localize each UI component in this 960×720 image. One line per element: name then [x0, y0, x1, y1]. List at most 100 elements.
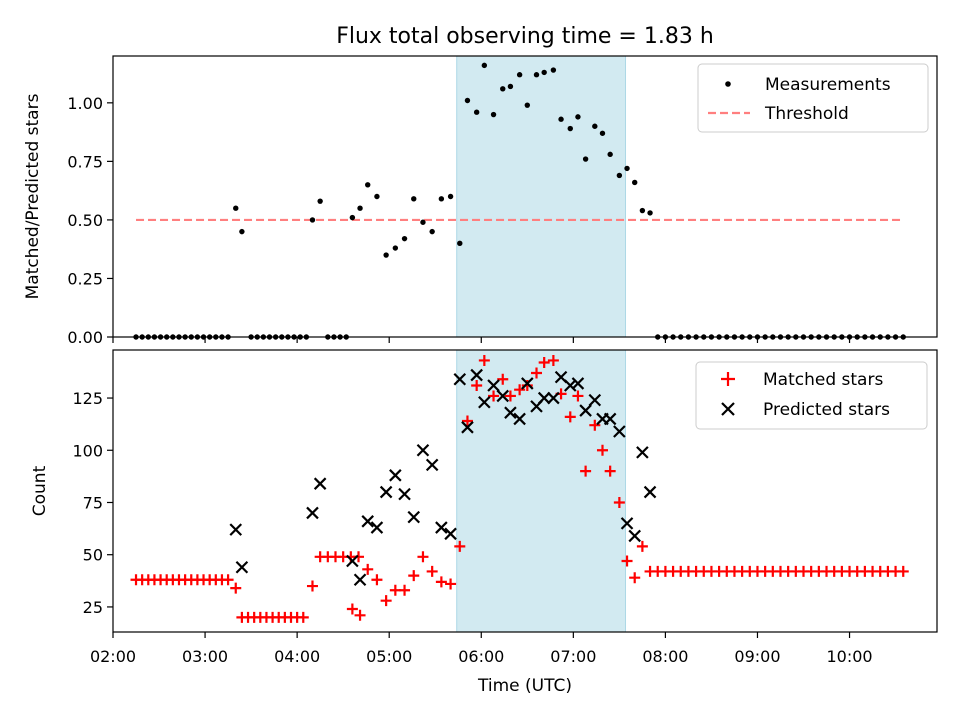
measurement-point	[392, 245, 399, 251]
legend-threshold-label: Threshold	[764, 104, 849, 124]
predicted-point	[425, 458, 439, 472]
y-tick-label: 1.00	[67, 94, 103, 113]
counts-panel: 25 50 75 100 125 Count	[30, 349, 938, 638]
measurement-point	[624, 165, 630, 172]
x-tick-label: 05:00	[366, 647, 412, 666]
predicted-point	[346, 554, 359, 568]
matched-point	[596, 444, 608, 456]
y-tick-label: 0.00	[67, 328, 103, 347]
measurement-point	[533, 72, 540, 78]
measurement-point	[558, 116, 564, 122]
matched-point	[521, 380, 533, 392]
measurement-point	[632, 179, 638, 186]
matched-point	[604, 465, 616, 477]
matched-point	[380, 595, 392, 607]
matched-point	[362, 563, 374, 575]
matched-point	[408, 570, 420, 582]
matched-point	[297, 611, 309, 623]
measurement-point	[582, 156, 589, 162]
measurement-point	[490, 111, 497, 118]
y-tick-label: 100	[72, 441, 103, 460]
measurement-point	[616, 172, 623, 179]
legend-bottom-box	[695, 361, 928, 430]
x-tick-label: 08:00	[642, 647, 688, 666]
measurement-point	[309, 217, 316, 223]
predicted-point	[313, 477, 327, 490]
legend-predicted-label: Predicted stars	[763, 400, 890, 420]
matched-point	[371, 574, 383, 586]
matched-point	[454, 540, 466, 552]
matched-point	[222, 574, 234, 586]
matched-point	[572, 390, 584, 402]
measurement-point	[357, 205, 363, 211]
highlight-span	[456, 349, 627, 633]
predicted-point	[504, 406, 517, 419]
predicted-point	[636, 446, 649, 459]
predicted-point	[389, 469, 402, 482]
matched-point	[461, 415, 473, 427]
measurement-point	[473, 109, 480, 115]
x-axis-label: Time (UTC)	[477, 676, 572, 696]
matched-point	[389, 584, 401, 596]
matched-point	[547, 354, 559, 366]
matched-point	[346, 603, 358, 615]
matched-point	[580, 465, 592, 477]
measurement-point	[420, 219, 426, 225]
matched-point	[478, 354, 490, 366]
predicted-point	[379, 485, 393, 499]
predicted-point	[353, 573, 367, 587]
y-tick-label: 0.50	[67, 211, 103, 230]
predicted-point	[537, 391, 551, 405]
predicted-point	[461, 421, 474, 434]
predicted-point	[487, 379, 500, 392]
x-axis: 02:00 03:00 04:00 05:00 06:00 07:00 08:00 09:00…	[90, 647, 873, 666]
x-tick-label: 10:00	[826, 647, 872, 666]
axes-frame	[112, 349, 938, 633]
matched-point	[445, 578, 457, 590]
legend-measurements-marker	[725, 81, 731, 87]
predicted-point	[496, 389, 510, 403]
legend-bottom: Matched stars Predicted stars	[695, 361, 928, 430]
matched-point	[306, 580, 318, 592]
predicted-point	[547, 391, 560, 405]
matched-point	[426, 565, 438, 577]
measurement-point	[524, 102, 531, 108]
predicted-point	[229, 523, 243, 536]
x-tick-label: 04:00	[274, 647, 320, 666]
legend-measurements-label: Measurements	[765, 75, 891, 95]
y-tick-label: 25	[83, 598, 103, 617]
highlight-span	[456, 55, 627, 338]
predicted-point	[444, 527, 457, 541]
legend-matched-marker	[721, 372, 735, 386]
predicted-point	[370, 521, 384, 534]
y-axis-label: Count	[30, 465, 50, 516]
matched-point	[497, 373, 509, 385]
y-axis-label: Matched/Predicted stars	[23, 93, 43, 299]
predicted-point	[470, 368, 483, 382]
predicted-point	[235, 560, 249, 574]
predicted-point	[306, 506, 319, 520]
measurement-point	[239, 228, 245, 235]
measurement-point	[447, 193, 454, 200]
predicted-point	[416, 443, 430, 457]
legend-top-box	[697, 63, 929, 133]
matched-point	[538, 357, 550, 369]
predicted-point	[453, 372, 467, 386]
measurement-point	[383, 252, 389, 258]
measurement-point	[507, 83, 514, 90]
measurement-point	[365, 182, 371, 188]
y-tick-label: 75	[83, 493, 103, 512]
matched-point	[471, 380, 483, 392]
measurement-point	[592, 123, 598, 129]
x-tick-label: 06:00	[458, 647, 504, 666]
x-tick-label: 07:00	[550, 647, 596, 666]
matched-point	[353, 551, 365, 563]
x-tick-label: 09:00	[734, 647, 780, 666]
x-tick-label: 02:00	[90, 647, 136, 666]
matched-point	[504, 390, 516, 402]
measurement-point	[567, 125, 573, 132]
measurement-point	[374, 193, 380, 200]
matched-point	[531, 367, 543, 379]
y-tick-label: 50	[83, 546, 103, 565]
